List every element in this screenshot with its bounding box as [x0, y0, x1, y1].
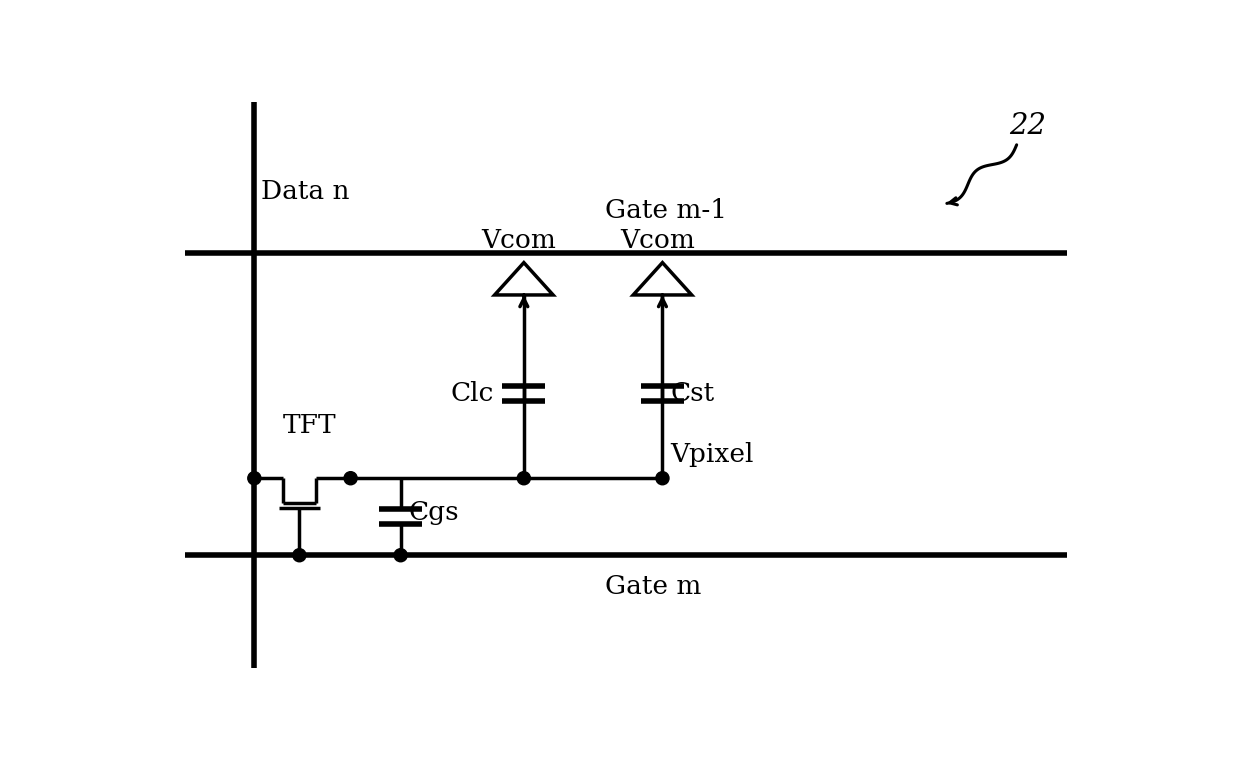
Text: Vcom: Vcom: [481, 228, 557, 254]
Circle shape: [656, 471, 670, 485]
Circle shape: [517, 471, 531, 485]
Text: 22: 22: [1009, 112, 1047, 140]
Text: Vcom: Vcom: [620, 228, 694, 254]
Text: Data n: Data n: [260, 179, 348, 203]
Circle shape: [394, 549, 407, 562]
Circle shape: [343, 471, 357, 485]
Circle shape: [248, 471, 260, 485]
Text: Gate m: Gate m: [605, 574, 701, 598]
Text: Vpixel: Vpixel: [670, 442, 754, 467]
Text: Gate m-1: Gate m-1: [605, 198, 727, 223]
Text: TFT: TFT: [283, 413, 336, 439]
Text: Clc: Clc: [450, 381, 494, 406]
Text: Cgs: Cgs: [408, 500, 459, 526]
Circle shape: [293, 549, 306, 562]
Text: Cst: Cst: [670, 381, 714, 406]
